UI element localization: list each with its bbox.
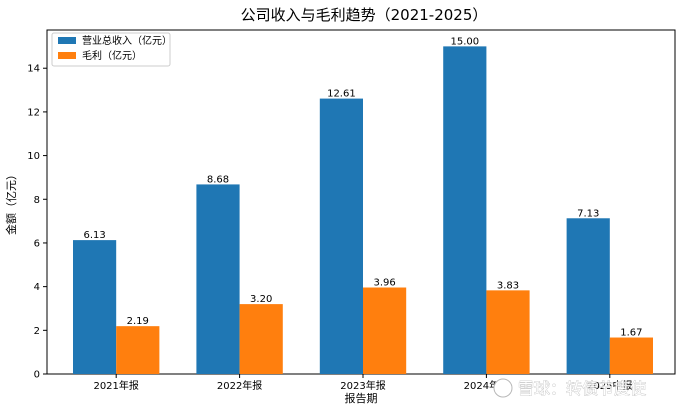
y-tick-label: 10 [27,151,40,162]
y-tick-label: 0 [34,370,40,381]
bar-value-label: 7.13 [577,208,599,219]
y-tick-label: 4 [34,282,40,293]
bar-value-label: 12.61 [327,89,356,100]
legend-swatch-revenue [58,37,76,44]
watermark: 雪球：转债节度使 [493,378,646,398]
y-tick-label: 8 [34,195,40,206]
y-tick-label: 6 [34,238,40,249]
y-tick-label: 12 [27,107,40,118]
bar-value-label: 15.00 [450,36,479,47]
x-axis: 2021年报 2022年报 2023年报 2024年报 2025中报 [93,374,633,392]
legend-box [51,32,171,67]
y-axis-title: 金额（亿元） [4,169,18,235]
x-axis-title: 报告期 [345,391,378,405]
gross-profit-bar [609,337,653,374]
x-tick-label: 2023年报 [340,379,385,392]
x-tick-label: 2025中报 [587,379,632,392]
bar-value-label: 3.96 [373,278,395,289]
revenue-bar [196,184,240,374]
gross-profit-bar [363,287,407,374]
legend-label-revenue: 营业总收入（亿元） [82,34,172,47]
bar-value-label: 1.67 [620,328,642,339]
y-axis: 0 2 4 6 8 10 12 14 [27,64,47,381]
gross-profit-bar [486,290,530,374]
legend-label-gross-profit: 毛利（亿元） [82,49,142,62]
gross-profit-bar [116,326,160,374]
bar-value-label: 3.83 [497,280,519,291]
bar-value-label: 8.68 [207,174,229,185]
legend-swatch-gross-profit [58,52,76,59]
x-tick-label: 2021年报 [93,379,138,392]
gross-profit-bar [239,304,283,374]
bar-value-label: 3.20 [250,294,272,305]
bars-group [73,46,653,374]
revenue-bar [319,98,363,374]
legend: 营业总收入（亿元） 毛利（亿元） [51,32,172,67]
x-tick-label: 2022年报 [217,379,262,392]
watermark-logo [493,378,513,398]
revenue-bar [443,46,487,374]
bar-value-label: 2.19 [127,316,149,327]
chart-title: 公司收入与毛利趋势（2021-2025） [241,6,488,24]
y-tick-label: 14 [27,64,40,75]
revenue-bar [73,240,117,374]
y-tick-label: 2 [34,326,40,337]
bar-labels-group: 6.13 8.68 12.61 15.00 7.13 2.19 3.20 3.96 3.83 1.… [83,36,642,338]
revenue-bar [566,218,610,374]
bar-value-label: 6.13 [83,230,105,241]
watermark-text: 雪球：转债节度使 [518,379,646,398]
